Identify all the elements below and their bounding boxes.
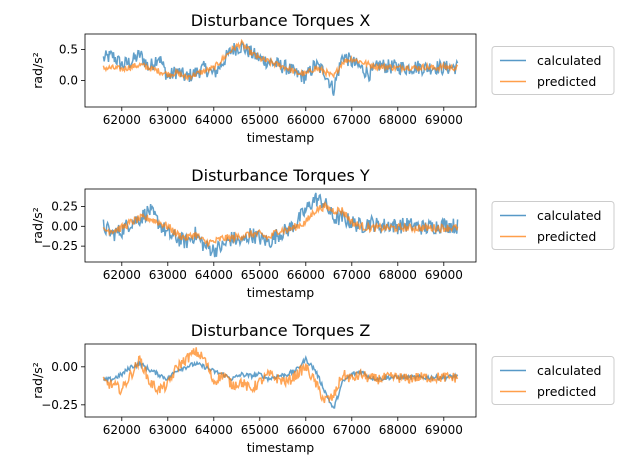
chart1-legend-box [491, 46, 615, 95]
chart2-xtick-label: 69000 [425, 268, 463, 282]
chart3-ytick-label: 0.00 [51, 360, 78, 374]
chart1-xtick-label: 67000 [333, 113, 371, 127]
chart1-ylabel: rad/s² [30, 52, 45, 88]
chart1-axes-frame [84, 33, 477, 108]
chart2-ylabel: rad/s² [30, 207, 45, 243]
chart2-xtick-label: 66000 [287, 268, 325, 282]
chart3-xtick-label: 69000 [425, 423, 463, 437]
chart1-xtick-label: 64000 [195, 113, 233, 127]
chart2-xtick-label: 64000 [195, 268, 233, 282]
chart2-xtick-label: 65000 [241, 268, 279, 282]
chart3-xtick-label: 64000 [195, 423, 233, 437]
chart2-legend-label-calculated: calculated [537, 208, 601, 223]
chart2-xtick-label: 67000 [333, 268, 371, 282]
chart2-series-predicted-line [102, 201, 459, 248]
chart2-legend-box [491, 201, 615, 250]
chart3-xtick-label: 62000 [103, 423, 141, 437]
chart2-axes-frame [84, 188, 477, 263]
chart2-ytick-label: 0.25 [51, 199, 78, 213]
chart3-xtick-label: 63000 [149, 423, 187, 437]
chart2-xtick-label: 68000 [379, 268, 417, 282]
chart3-axes-frame [84, 343, 477, 418]
chart3-legend-label-calculated: calculated [537, 363, 601, 378]
chart1-series-predicted-line [102, 38, 459, 82]
chart3-legend-label-predicted: predicted [537, 384, 596, 399]
chart1-ytick-label: 0.0 [59, 73, 78, 87]
chart3-xtick-label: 66000 [287, 423, 325, 437]
chart3-xlabel: timestamp [247, 440, 314, 455]
chart1-xlabel: timestamp [247, 130, 314, 145]
chart1-series-calculated-line [102, 40, 459, 96]
chart3-xtick-label: 68000 [379, 423, 417, 437]
chart1-xtick-label: 69000 [425, 113, 463, 127]
chart3-series-predicted-line [102, 347, 459, 404]
chart1-xtick-label: 66000 [287, 113, 325, 127]
chart1-xtick-label: 65000 [241, 113, 279, 127]
chart3-xtick-label: 67000 [333, 423, 371, 437]
chart1-legend-label-predicted: predicted [537, 74, 596, 89]
chart2-ytick-label: −0.25 [41, 239, 78, 253]
chart1-legend-label-calculated: calculated [537, 53, 601, 68]
chart2-xtick-label: 63000 [149, 268, 187, 282]
chart2-title: Disturbance Torques Y [191, 166, 370, 185]
chart2-xlabel: timestamp [247, 285, 314, 300]
chart3-legend-box [491, 356, 615, 405]
chart1-xtick-label: 68000 [379, 113, 417, 127]
chart1-xtick-label: 62000 [103, 113, 141, 127]
chart3-title: Disturbance Torques Z [191, 321, 371, 340]
chart2-legend-label-predicted: predicted [537, 229, 596, 244]
chart1-xtick-label: 63000 [149, 113, 187, 127]
chart3-ytick-label: −0.25 [41, 398, 78, 412]
chart3-ylabel: rad/s² [30, 362, 45, 398]
chart2-ytick-label: 0.00 [51, 219, 78, 233]
chart2-xtick-label: 62000 [103, 268, 141, 282]
chart3-xtick-label: 65000 [241, 423, 279, 437]
chart1-ytick-label: 0.5 [59, 42, 78, 56]
chart1-title: Disturbance Torques X [191, 11, 371, 30]
